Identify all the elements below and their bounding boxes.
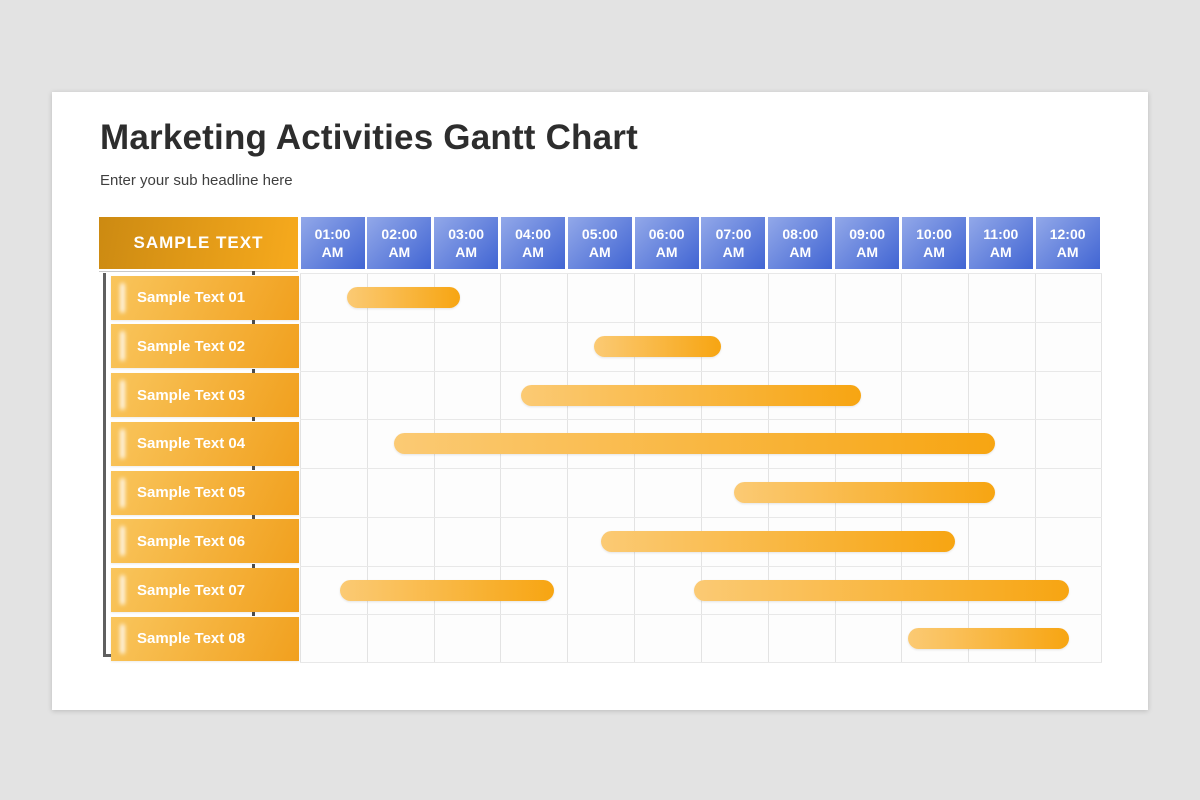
horizontal-gridline [300, 662, 1102, 663]
time-column-header: 05:00 AM [567, 217, 632, 269]
task-label: Sample Text 05 [111, 470, 299, 515]
gantt-bar [393, 433, 996, 455]
time-column-header: 03:00 AM [434, 217, 499, 269]
row-divider-tick [252, 466, 255, 470]
row-divider-tick [252, 368, 255, 373]
gantt-grid [300, 273, 1102, 663]
row-divider-tick [252, 271, 255, 275]
time-column-label: 09:00 AM [849, 225, 886, 260]
horizontal-gridline [300, 273, 1102, 274]
row-divider-tick [252, 563, 255, 568]
time-column-label: 05:00 AM [581, 225, 618, 260]
row-divider-tick [252, 417, 255, 422]
gantt-bar [346, 287, 461, 308]
time-column-label: 03:00 AM [448, 225, 485, 260]
time-column-label: 11:00 AM [983, 225, 1019, 260]
task-label: Sample Text 01 [111, 275, 299, 320]
row-group-bracket [103, 273, 115, 657]
time-header-row: 01:00 AM 02:00 AM 03:00 AM 04:00 AM 05:00 AM… [52, 92, 1148, 710]
time-column-header: 08:00 AM [768, 217, 833, 269]
time-column-label: 01:00 AM [314, 225, 351, 260]
gantt-bar [908, 628, 1069, 650]
time-column-header: 01:00 AM [300, 217, 365, 269]
gantt-bar [594, 335, 722, 357]
time-column-label: 08:00 AM [782, 225, 819, 260]
time-column-header: 12:00 AM [1035, 217, 1100, 269]
time-column-header: 10:00 AM [901, 217, 966, 269]
row-divider-tick [252, 514, 255, 519]
time-column-label: 12:00 AM [1049, 225, 1086, 260]
task-label-column: Sample Text 01 Sample Text 02 Sample Text … [52, 92, 1148, 710]
time-column-header: 04:00 AM [500, 217, 565, 269]
horizontal-gridline [300, 371, 1102, 372]
time-column-label: 07:00 AM [715, 225, 752, 260]
gantt-bar [340, 579, 554, 601]
gantt-bar [600, 530, 955, 552]
time-column-header: 09:00 AM [835, 217, 900, 269]
task-label: Sample Text 04 [111, 421, 299, 466]
horizontal-gridline [300, 322, 1102, 323]
horizontal-gridline [300, 419, 1102, 420]
horizontal-gridline [300, 614, 1102, 615]
gantt-bar [520, 384, 862, 406]
row-divider-tick [252, 319, 255, 324]
task-label: Sample Text 08 [111, 616, 299, 661]
time-column-header: 06:00 AM [634, 217, 699, 269]
task-label: Sample Text 07 [111, 568, 299, 612]
gantt-corner-header: SAMPLE TEXT [99, 217, 298, 269]
slide: Marketing Activities Gantt Chart Enter y… [52, 92, 1148, 710]
time-column-header: 11:00 AM [968, 217, 1033, 269]
label-column-divider [99, 271, 298, 272]
time-column-header: 02:00 AM [367, 217, 432, 269]
time-column-label: 10:00 AM [916, 225, 952, 260]
row-divider-tick [252, 612, 255, 617]
time-column-header: 07:00 AM [701, 217, 766, 269]
slide-title: Marketing Activities Gantt Chart [100, 118, 638, 157]
task-label: Sample Text 02 [111, 324, 299, 369]
time-column-label: 06:00 AM [648, 225, 685, 260]
slide-subtitle: Enter your sub headline here [100, 172, 293, 189]
time-column-label: 02:00 AM [381, 225, 418, 260]
horizontal-gridline [300, 566, 1102, 567]
time-column-label: 04:00 AM [515, 225, 551, 260]
horizontal-gridline [300, 468, 1102, 469]
task-label: Sample Text 03 [111, 373, 299, 417]
task-label: Sample Text 06 [111, 519, 299, 564]
gantt-bar [734, 482, 996, 503]
horizontal-gridline [300, 517, 1102, 518]
gantt-bar [694, 579, 1069, 601]
